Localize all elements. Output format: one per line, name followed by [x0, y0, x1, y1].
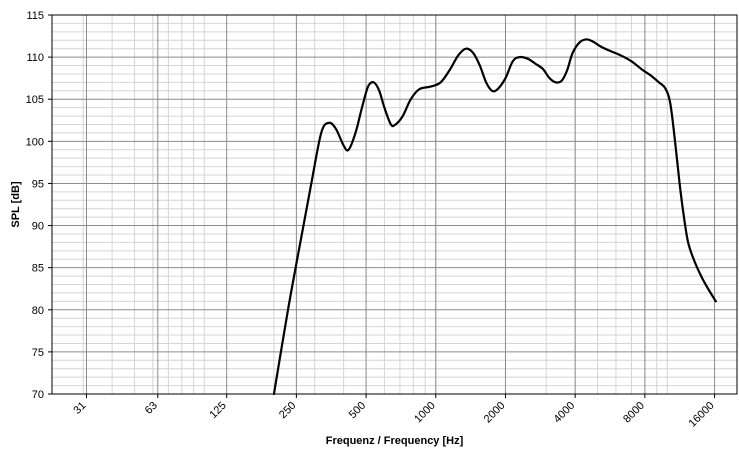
x-tick-labels: 31 63 125 250 500 1000 2000 4000 8000 16000 — [71, 400, 716, 430]
y-tick-label: 100 — [26, 136, 44, 148]
y-tick-label: 90 — [32, 221, 44, 233]
axis-ticks — [48, 14, 716, 398]
x-tick-label: 2000 — [482, 400, 508, 426]
x-tick-label: 1000 — [412, 400, 438, 426]
spl-response-line — [272, 38, 717, 396]
y-tick-labels: 70 75 80 85 90 95 100 105 110 115 — [26, 10, 44, 401]
y-tick-label: 70 — [32, 389, 44, 401]
y-tick-label: 95 — [32, 178, 44, 190]
y-tick-label: 105 — [26, 94, 44, 106]
y-tick-label: 115 — [26, 10, 44, 22]
y-tick-label: 85 — [32, 263, 44, 275]
series-layer — [272, 38, 717, 396]
x-tick-label: 16000 — [687, 400, 717, 430]
x-tick-label: 31 — [71, 400, 88, 417]
y-tick-label: 80 — [32, 305, 44, 317]
minor-grid — [52, 15, 737, 394]
x-tick-label: 4000 — [551, 400, 577, 426]
y-axis-title: SPL [dB] — [10, 181, 22, 228]
x-tick-label: 63 — [143, 400, 160, 417]
x-axis-title: Frequenz / Frequency [Hz] — [326, 435, 464, 447]
major-grid — [52, 14, 737, 395]
x-tick-label: 500 — [347, 400, 368, 421]
x-tick-label: 8000 — [621, 400, 647, 426]
x-tick-label: 125 — [207, 400, 228, 421]
y-tick-label: 75 — [32, 347, 44, 359]
plot-frame — [51, 14, 738, 395]
x-tick-label: 250 — [277, 400, 298, 421]
y-tick-label: 110 — [26, 52, 44, 64]
